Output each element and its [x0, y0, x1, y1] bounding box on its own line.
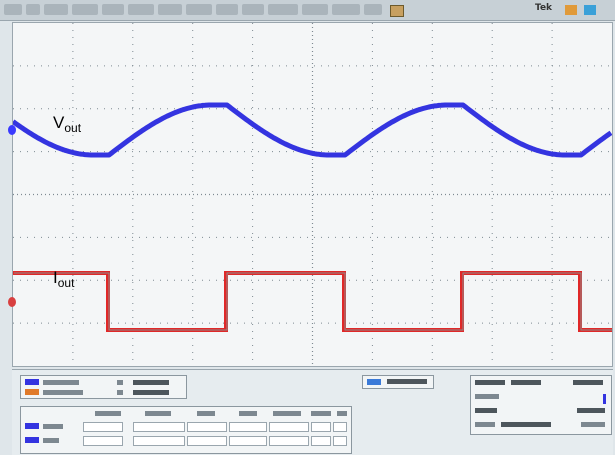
- col-header-max: [239, 411, 257, 416]
- meas1-count: [311, 422, 331, 432]
- menu-item-horiz[interactable]: [72, 4, 98, 15]
- menu-item-display[interactable]: [128, 4, 154, 15]
- menu-item-help[interactable]: [364, 4, 382, 15]
- col-header-info: [337, 411, 347, 416]
- ch2-offset: [133, 390, 169, 395]
- meas2-count: [311, 436, 331, 446]
- measurements-table[interactable]: [20, 406, 352, 454]
- meas1-stddev: [269, 422, 309, 432]
- channel-settings-box[interactable]: [20, 375, 187, 399]
- record-length: [475, 394, 499, 399]
- meas2-label: [43, 438, 59, 443]
- col-header-value: [95, 411, 121, 416]
- menu-item-myscope[interactable]: [268, 4, 298, 15]
- meas2-info: [333, 436, 347, 446]
- blue-icon[interactable]: [584, 5, 596, 15]
- menu-item-edit[interactable]: [26, 4, 40, 15]
- col-header-stddev: [273, 411, 301, 416]
- waveform-svg: [13, 23, 612, 366]
- meas2-swatch: [25, 437, 39, 443]
- ch1-label: Vout: [53, 113, 82, 135]
- meas2-mean: [133, 436, 185, 446]
- menu-item-vertical[interactable]: [44, 4, 68, 15]
- meas2-max: [229, 436, 267, 446]
- waveform-display[interactable]: Vout Iout: [12, 22, 613, 367]
- math-value: [387, 379, 427, 384]
- meas1-max: [229, 422, 267, 432]
- timebase-value: [511, 380, 541, 385]
- meas2-value: [83, 436, 123, 446]
- menu-item-trig[interactable]: [102, 4, 124, 15]
- samplerate-value: [573, 380, 603, 385]
- ch1-waveform: [13, 102, 612, 158]
- meas1-mean: [133, 422, 185, 432]
- timebase-box[interactable]: [470, 375, 612, 435]
- menu-item-measure[interactable]: [186, 4, 212, 15]
- ch2-coupling: [117, 390, 123, 395]
- col-header-mean: [145, 411, 171, 416]
- ch2-label: Iout: [53, 268, 75, 290]
- col-header-count: [311, 411, 331, 416]
- status-left: [475, 422, 495, 427]
- meas1-label: [43, 424, 63, 429]
- ch1-offset: [133, 380, 169, 385]
- acq-mode: [603, 394, 606, 404]
- meas1-value: [83, 422, 123, 432]
- menu-item-utilities[interactable]: [332, 4, 360, 15]
- menu-item-masks[interactable]: [216, 4, 238, 15]
- ch2-swatch: [25, 389, 39, 395]
- ch2-level-marker[interactable]: [8, 297, 16, 307]
- trigger-label: Tek: [535, 3, 553, 13]
- ch2-edge-trace: [14, 272, 612, 331]
- meas1-min: [187, 422, 227, 432]
- readout-panel: [12, 369, 613, 455]
- ch1-coupling: [117, 380, 123, 385]
- toolbar-icon[interactable]: [390, 5, 404, 17]
- ch2-waveform: [13, 271, 612, 332]
- col-header-min: [197, 411, 215, 416]
- meas1-info: [333, 422, 347, 432]
- ch1-swatch: [25, 379, 39, 385]
- math-swatch: [367, 379, 381, 385]
- meas1-swatch: [25, 423, 39, 429]
- meas2-stddev: [269, 436, 309, 446]
- ch1-scale: [43, 380, 79, 385]
- ch2-scale: [43, 390, 83, 395]
- trigger-level: [577, 408, 605, 413]
- status-mid: [501, 422, 551, 427]
- orange-icon[interactable]: [565, 5, 577, 15]
- trigger-mode: [475, 408, 497, 413]
- menu-item-math[interactable]: [242, 4, 264, 15]
- meas2-min: [187, 436, 227, 446]
- grid: [13, 23, 612, 366]
- ch1-level-marker[interactable]: [8, 125, 16, 135]
- menu-item-cursors[interactable]: [158, 4, 182, 15]
- timebase-label: [475, 380, 505, 385]
- math-box[interactable]: [362, 375, 434, 389]
- menu-item-file[interactable]: [4, 4, 22, 15]
- menu-item-analyze[interactable]: [302, 4, 328, 15]
- status-right: [581, 422, 605, 427]
- menu-bar: Tek: [0, 0, 615, 21]
